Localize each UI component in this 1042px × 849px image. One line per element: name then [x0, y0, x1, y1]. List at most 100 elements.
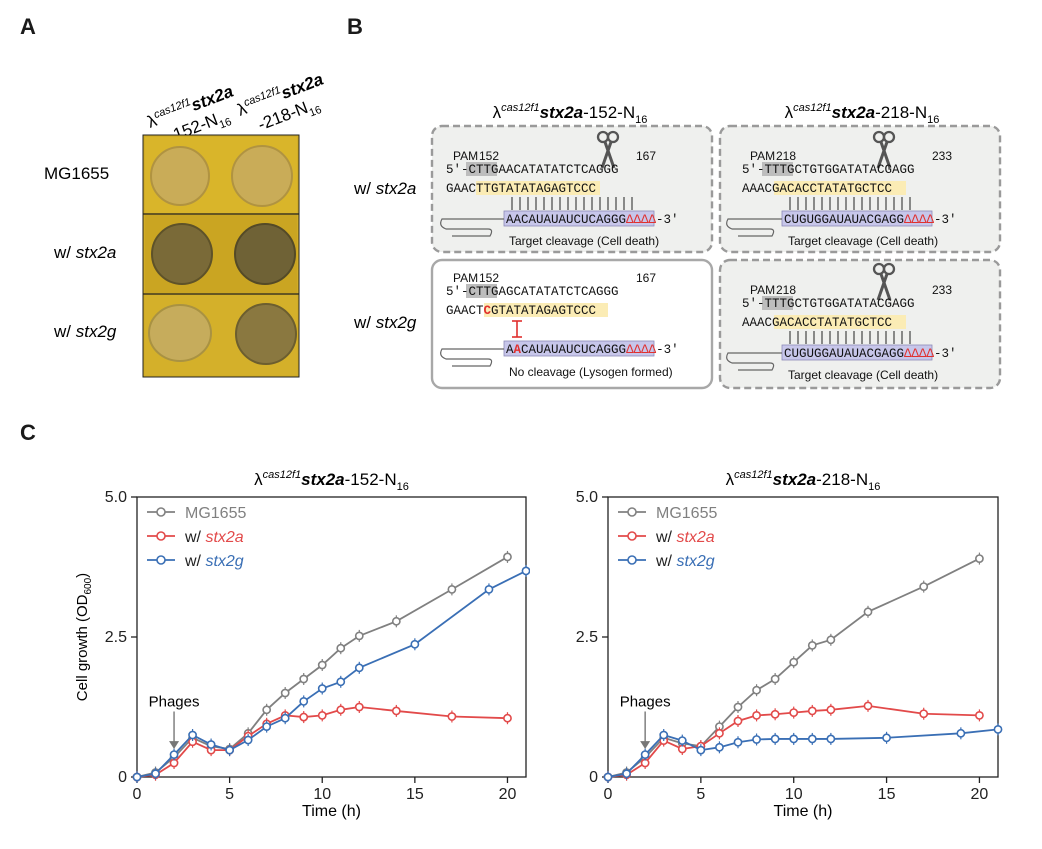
y-tick-label: 0	[589, 769, 598, 786]
data-point	[919, 582, 929, 591]
plaque-spot	[148, 304, 212, 362]
scissors-icon	[872, 130, 896, 169]
svg-text:5′-CTTGAACATATATCTCAGGG: 5′-CTTGAACATATATCTCAGGG	[446, 163, 619, 177]
data-point	[262, 722, 272, 731]
legend-marker	[627, 507, 637, 517]
legend-marker	[627, 531, 637, 541]
data-point	[863, 701, 873, 711]
data-point	[863, 607, 873, 617]
svg-text:5′-TTTGCTGTGGATATACGAGG: 5′-TTTGCTGTGGATATACGAGG	[742, 163, 915, 177]
data-point	[206, 740, 216, 749]
series-line	[607, 728, 999, 778]
svg-text:PAM: PAM	[453, 149, 478, 163]
data-point	[299, 712, 309, 722]
svg-text:GAACTCGTATATAGAGTCCC: GAACTCGTATATAGAGTCCC	[446, 304, 596, 318]
data-point	[640, 750, 650, 759]
svg-text:218: 218	[776, 283, 796, 297]
legend-label: w/ stx2a	[655, 529, 715, 546]
data-point	[521, 566, 530, 576]
svg-text:CUGUGGAUAUACGAGGΔΔΔΔ-3′: CUGUGGAUAUACGAGGΔΔΔΔ-3′	[784, 213, 957, 227]
svg-text:167: 167	[636, 149, 656, 163]
series-line	[136, 706, 508, 778]
data-point	[447, 712, 457, 721]
svg-text:Target cleavage (Cell death): Target cleavage (Cell death)	[788, 368, 938, 382]
data-point	[447, 584, 457, 594]
scissors-icon	[872, 262, 896, 301]
legend-marker	[156, 555, 166, 565]
svg-text:CUGUGGAUAUACGAGGΔΔΔΔ-3′: CUGUGGAUAUACGAGGΔΔΔΔ-3′	[784, 347, 957, 361]
panel-b-figure: λcas12f1stx2a-152-N16 λcas12f1stx2a-218-…	[353, 102, 1002, 390]
data-point	[696, 745, 706, 755]
x-tick-label: 10	[313, 786, 331, 803]
legend-label: w/ stx2g	[655, 553, 715, 570]
series-line	[136, 570, 527, 778]
data-point	[243, 735, 253, 745]
target-box-152-stx2g: PAM 152 167 5′-CTTGAGCATATATCTCAGGG GAAC…	[430, 258, 714, 390]
phages-arrowhead	[640, 741, 651, 749]
data-point	[169, 750, 179, 759]
data-point	[993, 724, 1003, 734]
data-point	[770, 674, 780, 684]
data-point	[622, 769, 631, 779]
svg-text:No cleavage (Lysogen formed): No cleavage (Lysogen formed)	[509, 365, 673, 379]
panel-a-row-label-3: w/ stx2g	[53, 322, 117, 341]
series-line	[607, 557, 980, 778]
target-box-218-stx2g: PAM 218 233 5′-TTTGCTGTGGATATACGAGG AAAC…	[718, 258, 1002, 390]
x-axis-label: Time (h)	[774, 803, 833, 820]
x-tick-label: 20	[971, 786, 989, 803]
scissors-icon	[596, 130, 620, 169]
data-point	[975, 710, 984, 720]
data-point	[715, 742, 724, 752]
plaque-spot	[151, 223, 213, 285]
svg-text:GAACTTGTATATAGAGTCCC: GAACTTGTATATAGAGTCCC	[446, 182, 596, 196]
data-point	[391, 706, 401, 716]
data-point	[262, 705, 272, 715]
data-point	[807, 734, 817, 744]
svg-text:233: 233	[932, 283, 952, 297]
data-point	[789, 708, 799, 717]
data-point	[354, 663, 364, 673]
data-point	[826, 734, 836, 744]
panel-b-title-1: λcas12f1stx2a-152-N16	[493, 102, 648, 126]
y-tick-label: 2.5	[576, 629, 598, 646]
svg-text:152: 152	[479, 149, 499, 163]
data-point	[132, 772, 142, 782]
mismatch-marker	[512, 320, 522, 338]
data-point	[603, 772, 613, 782]
phages-annotation: Phages	[149, 693, 200, 710]
svg-text:Target cleavage (Cell death): Target cleavage (Cell death)	[788, 234, 938, 248]
data-point	[733, 702, 743, 712]
growth-chart-218: λcas12f1stx2a-218-N16 0 2.5 5.0 0 5 10 15 20 Time…	[576, 469, 1003, 820]
x-tick-label: 15	[878, 786, 896, 803]
svg-text:AACAUAUAUCUCAGGGΔΔΔΔ-3′: AACAUAUAUCUCAGGGΔΔΔΔ-3′	[506, 213, 679, 227]
data-point	[733, 716, 743, 726]
y-tick-label: 2.5	[105, 629, 127, 646]
legend-marker	[156, 531, 166, 541]
data-point	[789, 734, 799, 744]
svg-text:5′-CTTGAGCATATATCTCAGGG: 5′-CTTGAGCATATATCTCAGGG	[446, 285, 619, 299]
y-tick-label: 5.0	[105, 489, 127, 506]
data-point	[919, 709, 929, 719]
data-point	[391, 616, 401, 626]
plaque-spot	[235, 303, 297, 365]
data-point	[789, 657, 799, 667]
chart-title: λcas12f1stx2a-218-N16	[726, 469, 881, 493]
x-tick-label: 15	[406, 786, 424, 803]
panel-b-row-label-2: w/ stx2g	[353, 313, 417, 332]
data-point	[354, 702, 364, 712]
growth-chart-152: λcas12f1stx2a-152-N16 0 2.5 5.0 0 5 10 15 20 Time…	[74, 469, 530, 820]
data-point	[770, 709, 780, 719]
data-point	[503, 713, 512, 723]
svg-text:218: 218	[776, 149, 796, 163]
data-point	[280, 713, 290, 723]
data-point	[484, 584, 494, 594]
x-tick-label: 0	[604, 786, 613, 803]
data-point	[975, 554, 984, 563]
plaque-spot	[150, 146, 210, 206]
series-line	[607, 704, 980, 778]
svg-text:AAACGACACCTATATGCTCC: AAACGACACCTATATGCTCC	[742, 316, 892, 330]
y-tick-label: 0	[118, 769, 127, 786]
target-box-152-stx2a: PAM 152 167 5′-CTTGAACATATATCTCAGGG GAAC…	[430, 124, 714, 254]
y-tick-label: 5.0	[576, 489, 598, 506]
data-point	[807, 640, 817, 650]
